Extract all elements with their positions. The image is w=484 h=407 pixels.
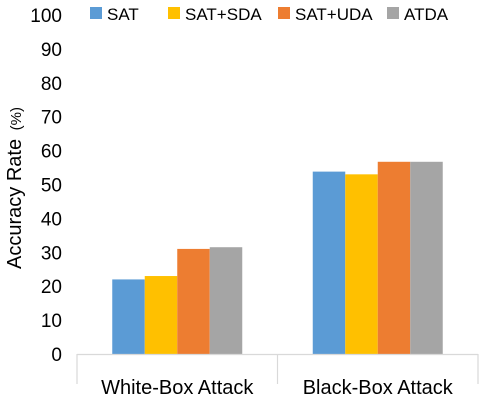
bar-sat-2	[312, 171, 346, 354]
legend-swatch	[90, 7, 102, 19]
legend-label: SAT+UDA	[295, 5, 373, 24]
bar-sat-sda-1	[144, 276, 178, 354]
legend-label: SAT	[107, 5, 139, 24]
y-tick-label: 30	[41, 243, 62, 264]
y-tick-label: 70	[41, 108, 62, 129]
legend-swatch	[168, 7, 180, 19]
x-tick-label: White-Box Attack	[101, 377, 254, 399]
bar-sat-uda-2	[377, 161, 411, 354]
y-tick-label: 80	[41, 74, 62, 95]
legend: SAT SAT+SDA SAT+UDA ATDA	[90, 5, 449, 24]
y-axis-label-unit: (%)	[8, 107, 25, 130]
y-tick-label: 90	[41, 40, 62, 61]
legend-label: SAT+SDA	[185, 5, 262, 24]
bar-sat-uda-1	[177, 248, 210, 354]
y-axis-label: Accuracy Rate (%)	[4, 107, 26, 269]
y-tick-label: 20	[41, 277, 62, 298]
x-tick-label: Black-Box Attack	[303, 377, 454, 399]
legend-swatch	[387, 7, 399, 19]
bars	[112, 161, 443, 354]
y-tick-label: 10	[41, 311, 62, 332]
bar-atda-1	[209, 247, 243, 354]
legend-swatch	[278, 7, 290, 19]
y-tick-label: 60	[41, 142, 62, 163]
legend-label: ATDA	[404, 5, 449, 24]
y-tick-label: 0	[51, 345, 62, 366]
y-tick-label: 100	[30, 6, 62, 27]
bar-sat-1	[112, 279, 145, 354]
y-tick-label: 40	[41, 209, 62, 230]
bar-atda-2	[410, 161, 443, 354]
y-tick-label: 50	[41, 176, 62, 197]
x-axis: White-Box Attack Black-Box Attack	[76, 353, 479, 399]
y-axis-ticks: 0 10 20 30 40 50 60 70 80 90 100	[30, 6, 62, 366]
bar-sat-sda-2	[345, 174, 378, 354]
y-axis-label-main: Accuracy Rate	[4, 139, 26, 269]
